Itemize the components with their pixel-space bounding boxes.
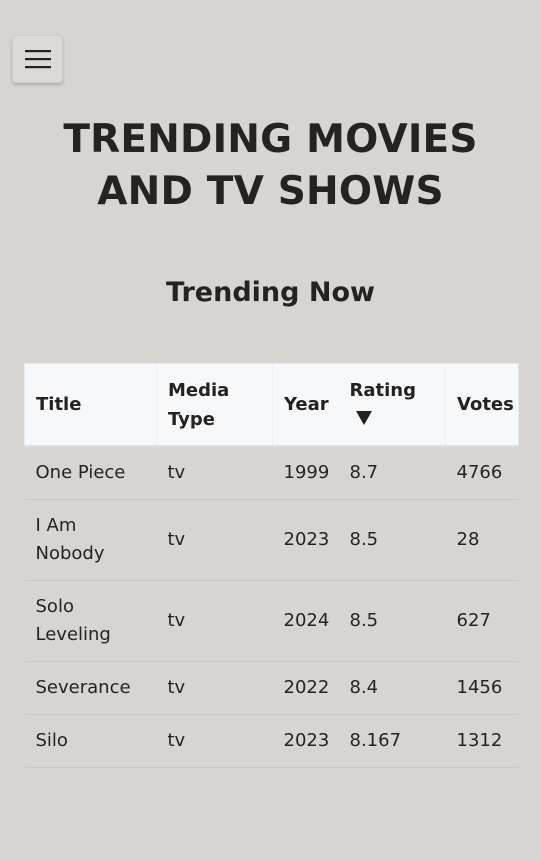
cell-votes: 4766 [445, 446, 519, 500]
column-header-rating[interactable]: Rating [338, 363, 446, 447]
cell-rating: 8.5 [338, 580, 446, 662]
cell-media-type: tv [156, 446, 273, 500]
cell-title-text: One Piece [35, 462, 126, 483]
cell-title-text: Solo [35, 596, 74, 617]
column-header-label: Type [168, 408, 215, 430]
cell-year: 2023 [272, 714, 339, 768]
cell-year: 2022 [272, 661, 339, 715]
table-row: I Am Nobody tv 2023 8.5 28 [24, 499, 519, 581]
table-row: One Piece tv 1999 8.7 4766 [24, 446, 519, 500]
cell-rating: 8.7 [338, 446, 446, 500]
column-header-label: Rating [349, 379, 416, 401]
cell-title-text: Silo [35, 730, 68, 751]
cell-year: 2024 [272, 580, 339, 662]
cell-rating: 8.167 [338, 714, 446, 768]
table-header-row: Title Media Type Year Rating Votes [24, 363, 519, 447]
column-header-media-type[interactable]: Media Type [156, 363, 273, 447]
cell-media-type: tv [156, 714, 273, 768]
page-title: TRENDING MOVIES AND TV SHOWS [0, 114, 541, 218]
cell-title-text: Nobody [35, 543, 105, 564]
cell-title: Solo Leveling [24, 580, 157, 662]
cell-votes: 627 [445, 580, 519, 662]
page-title-line-2: AND TV SHOWS [97, 169, 444, 214]
trending-table: Title Media Type Year Rating Votes One P… [24, 363, 519, 768]
cell-votes: 28 [445, 499, 519, 581]
column-header-label: Year [284, 394, 329, 415]
cell-rating: 8.4 [338, 661, 446, 715]
cell-title: Severance [24, 661, 157, 715]
column-header-title[interactable]: Title [24, 363, 157, 447]
cell-rating: 8.5 [338, 499, 446, 581]
cell-year: 1999 [272, 446, 339, 500]
cell-title-text: Leveling [35, 624, 111, 645]
sort-descending-icon [355, 410, 372, 425]
cell-media-type: tv [156, 499, 273, 581]
menu-button[interactable] [12, 35, 63, 83]
column-header-label: Media [168, 379, 230, 401]
cell-media-type: tv [156, 661, 273, 715]
cell-media-type: tv [156, 580, 273, 662]
cell-title-text: I Am [35, 515, 77, 536]
column-header-label: Votes [457, 394, 514, 415]
cell-votes: 1312 [445, 714, 519, 768]
cell-title: One Piece [24, 446, 157, 500]
cell-title: I Am Nobody [24, 499, 157, 581]
column-header-votes[interactable]: Votes [445, 363, 519, 447]
cell-title: Silo [24, 714, 157, 768]
column-header-year[interactable]: Year [272, 363, 339, 447]
cell-votes: 1456 [445, 661, 519, 715]
table-row: Severance tv 2022 8.4 1456 [24, 661, 519, 715]
cell-title-text: Severance [35, 677, 131, 698]
table-row: Silo tv 2023 8.167 1312 [24, 714, 519, 768]
page-title-line-1: TRENDING MOVIES [63, 117, 478, 162]
section-title: Trending Now [166, 277, 375, 308]
column-header-label: Title [36, 394, 82, 415]
hamburger-icon [24, 50, 51, 69]
cell-year: 2023 [272, 499, 339, 581]
table-row: Solo Leveling tv 2024 8.5 627 [24, 580, 519, 662]
